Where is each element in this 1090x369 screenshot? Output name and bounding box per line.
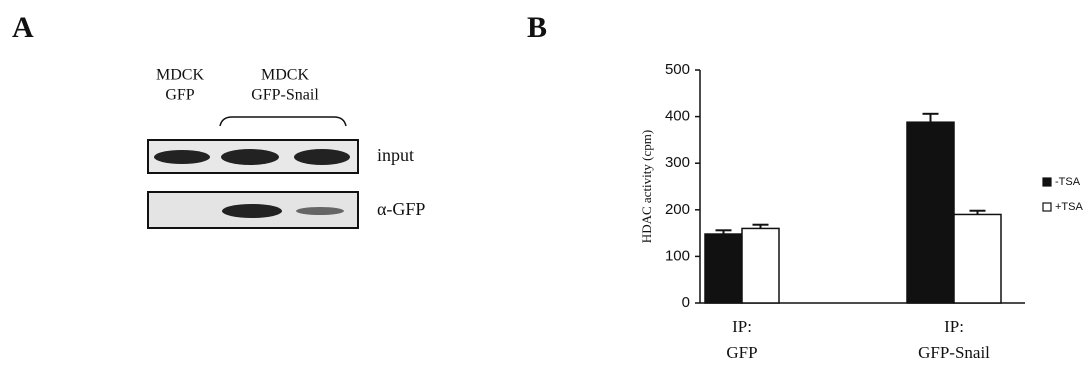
bar <box>954 214 1001 303</box>
bar <box>907 122 954 303</box>
legend-label: -TSA <box>1055 176 1081 188</box>
panel-label: B <box>527 11 547 44</box>
y-tick-label: 200 <box>665 201 690 218</box>
row-label: input <box>377 145 414 165</box>
y-axis-label: HDAC activity (cpm) <box>639 130 654 243</box>
band <box>296 207 344 215</box>
y-tick-label: 0 <box>682 294 690 311</box>
bar <box>742 228 779 303</box>
y-tick-label: 300 <box>665 154 690 171</box>
bar <box>705 234 742 303</box>
figure: A MDCK GFP MDCK GFP-Snail input α-GFP B … <box>0 0 1090 369</box>
y-tick-label: 400 <box>665 108 690 125</box>
x-tick-label: IP:GFP-Snail <box>918 317 990 362</box>
legend-swatch <box>1043 203 1051 211</box>
lane-label: GFP-Snail <box>251 87 319 104</box>
lane-label: MDCK <box>156 67 204 84</box>
y-tick-label: 500 <box>665 61 690 78</box>
lane-label: MDCK <box>261 67 309 84</box>
bracket <box>220 117 346 126</box>
band <box>221 149 279 165</box>
panel-label: A <box>12 11 34 44</box>
band <box>222 204 282 218</box>
band <box>154 150 210 164</box>
x-tick-label: IP:GFP <box>726 317 757 362</box>
y-tick-label: 100 <box>665 247 690 264</box>
page: {"panel_a": {"label": "A", "lanes": [["M… <box>0 0 1090 369</box>
band <box>294 149 350 165</box>
row-label: α-GFP <box>377 199 425 219</box>
legend-swatch <box>1043 178 1051 186</box>
chart: 0 100 200 300 400 500 HDAC activity (cpm) IP:GF… <box>639 61 1083 362</box>
legend-label: +TSA <box>1055 201 1083 213</box>
lane-label: GFP <box>165 87 194 104</box>
